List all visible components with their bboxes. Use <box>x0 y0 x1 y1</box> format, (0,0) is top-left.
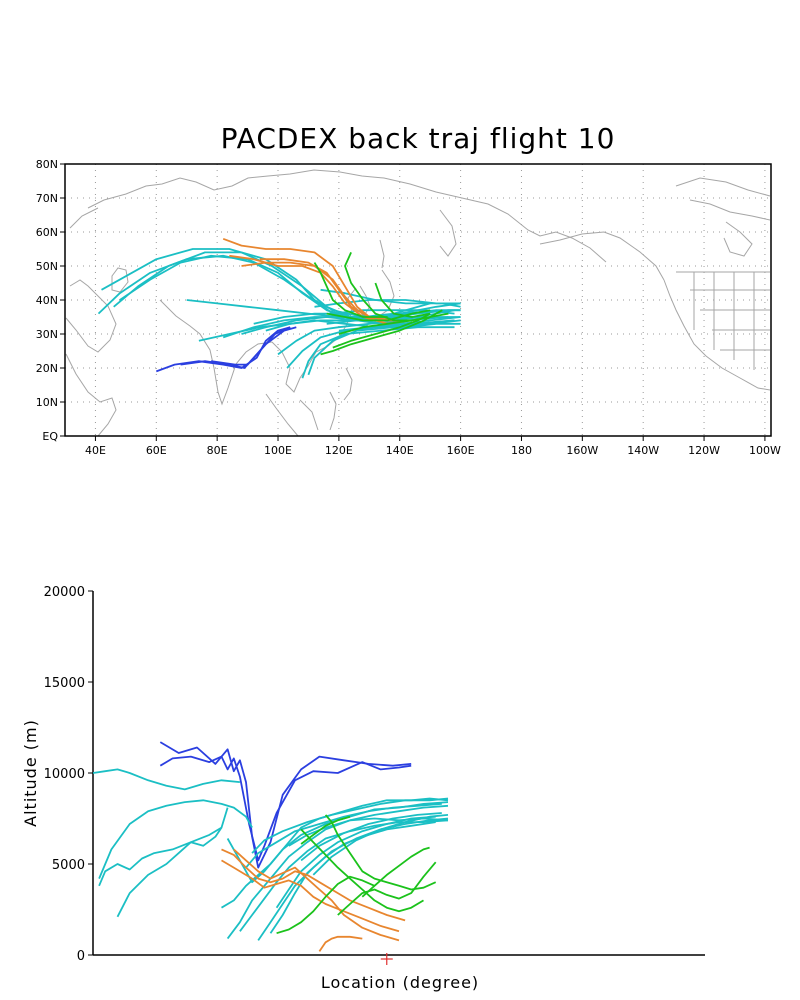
altitude-trajectory-line <box>92 768 240 791</box>
map-trajectory-line <box>313 262 388 318</box>
map-x-tick-label: 140E <box>386 444 414 457</box>
y-tick-label: 10000 <box>44 767 85 782</box>
map-x-tick-label: 180 <box>511 444 532 457</box>
map-trajectory-line <box>320 309 443 356</box>
map-y-tick-label: 40N <box>36 294 58 307</box>
map-y-tick-label: 70N <box>36 192 58 205</box>
altitude-trajectory-line <box>275 815 436 909</box>
altitude-trajectory-line <box>159 741 412 869</box>
altitude-trajectory-line <box>257 817 449 941</box>
map-trajectory-line <box>119 254 425 322</box>
map-x-tick-label: 160W <box>566 444 598 457</box>
map-trajectory-line <box>259 258 394 322</box>
map-x-tick-label: 100E <box>264 444 292 457</box>
altitude-trajectory-line <box>361 846 430 898</box>
altitude-trajectory-line <box>251 797 449 854</box>
map-trajectory-line <box>307 319 461 376</box>
map-trajectory-line <box>180 326 291 369</box>
map-x-tick-label: 120W <box>688 444 720 457</box>
map-x-tick-label: 80E <box>207 444 228 457</box>
altitude-trajectory-line <box>116 807 229 918</box>
map-y-tick-label: 80N <box>36 158 58 171</box>
page-title: PACDEX back traj flight 10 <box>221 122 616 155</box>
altitude-trajectory-line <box>233 848 400 942</box>
map-trajectory-line <box>344 252 412 322</box>
map-x-tick-label: 100W <box>749 444 781 457</box>
y-tick-label: 0 <box>77 949 85 964</box>
map-x-tick-label: 60E <box>146 444 167 457</box>
map-trajectory-line <box>210 326 297 366</box>
map-x-tick-label: 40E <box>85 444 106 457</box>
altitude-trajectory-line <box>300 828 424 913</box>
altitude-panel: 0 5000 10000 15000 20000 Location (degree) A… <box>21 585 705 992</box>
altitude-trajectory-line <box>337 861 437 916</box>
map-y-tick-label: 50N <box>36 260 58 273</box>
map-trajectory-line <box>374 282 431 318</box>
altitude-trajectories <box>92 741 449 965</box>
map-y-tick-label: 10N <box>36 396 58 409</box>
map-y-tick-label: 60N <box>36 226 58 239</box>
map-trajectory-line <box>155 326 291 373</box>
altitude-trajectory-line <box>276 875 375 935</box>
map-grid <box>65 164 771 436</box>
flight-location-marker <box>380 953 393 965</box>
map-trajectories <box>97 237 461 379</box>
altitude-trajectory-line <box>312 814 449 876</box>
map-y-tick-label: 30N <box>36 328 58 341</box>
map-x-tick-label: 140W <box>627 444 659 457</box>
map-trajectory-line <box>301 326 455 379</box>
y-tick-label: 5000 <box>52 858 85 873</box>
altitude-trajectory-line <box>245 803 442 869</box>
map-x-tick-label: 160E <box>447 444 475 457</box>
altitude-trajectory-line <box>318 935 363 952</box>
y-tick-label: 20000 <box>44 585 85 600</box>
altitude-trajectory-line <box>226 797 449 884</box>
altitude-trajectory-line <box>300 815 351 845</box>
map-x-tick-label: 120E <box>325 444 353 457</box>
map-trajectory-line <box>326 309 431 322</box>
altitude-trajectory-line <box>288 804 449 847</box>
map-y-tick-label: EQ <box>42 430 58 443</box>
map-tick-labels: 40E 60E 80E 100E 120E 140E 160E 180 160W 140W 120W… <box>36 158 781 457</box>
altitude-trajectory-line <box>98 827 223 887</box>
altitude-trajectory-line <box>221 859 400 933</box>
x-axis-label: Location (degree) <box>321 973 479 992</box>
y-tick-label: 15000 <box>44 676 85 691</box>
altitude-trajectory-line <box>300 812 442 862</box>
y-axis-label: Altitude (m) <box>21 719 40 827</box>
map-trajectory-line <box>338 312 449 335</box>
altitude-trajectory-line <box>98 799 253 879</box>
map-panel: 40E 60E 80E 100E 120E 140E 160E 180 160W 140W 120W… <box>36 158 781 457</box>
coastlines <box>65 169 771 436</box>
map-trajectory-line <box>222 237 406 322</box>
altitude-axes: 0 5000 10000 15000 20000 <box>44 585 705 964</box>
altitude-trajectory-line <box>269 821 436 934</box>
map-y-tick-label: 20N <box>36 362 58 375</box>
